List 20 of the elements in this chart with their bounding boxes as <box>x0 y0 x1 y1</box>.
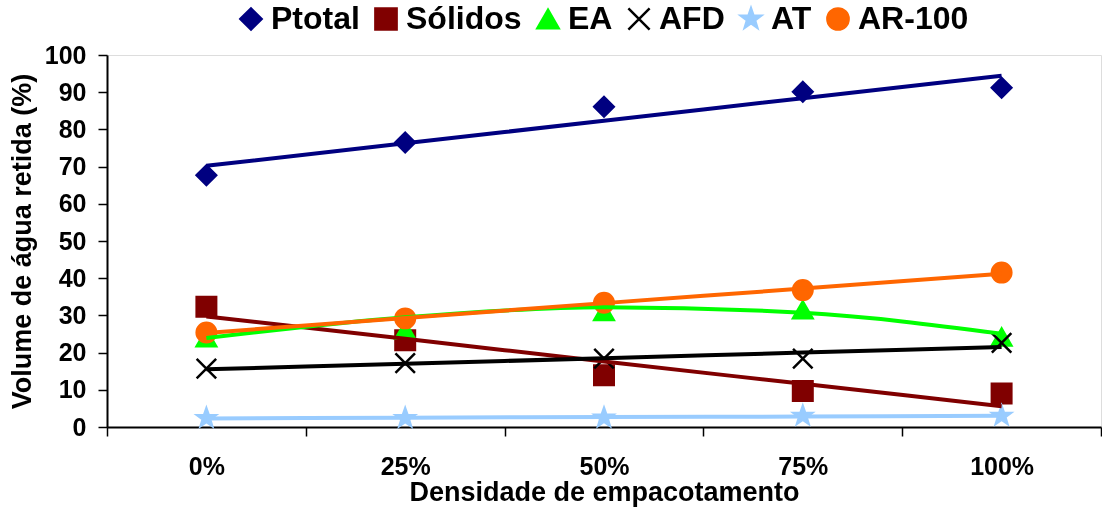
legend-label: EA <box>568 0 613 36</box>
legend-label: Sólidos <box>406 0 522 36</box>
y-tick-label: 60 <box>58 189 87 218</box>
y-tick-label: 90 <box>58 77 87 106</box>
x-tick-label: 0% <box>188 451 225 480</box>
y-tick-label: 40 <box>58 263 87 292</box>
y-tick-label: 0 <box>72 412 87 441</box>
y-tick-label: 30 <box>58 300 87 329</box>
x-tick-label: 100% <box>970 451 1035 480</box>
y-tick-label: 100 <box>44 40 87 69</box>
y-tick-label: 50 <box>58 226 87 255</box>
legend-label: AT <box>771 0 812 36</box>
y-axis-title: Volume de água retida (%) <box>6 73 37 410</box>
legend-label: Ptotal <box>271 0 360 36</box>
y-tick-label: 80 <box>58 114 87 143</box>
legend-label: AFD <box>659 0 725 36</box>
y-tick-label: 20 <box>58 338 87 367</box>
legend-label: AR-100 <box>858 0 969 36</box>
y-tick-label: 10 <box>58 375 87 404</box>
y-tick-label: 70 <box>58 152 87 181</box>
